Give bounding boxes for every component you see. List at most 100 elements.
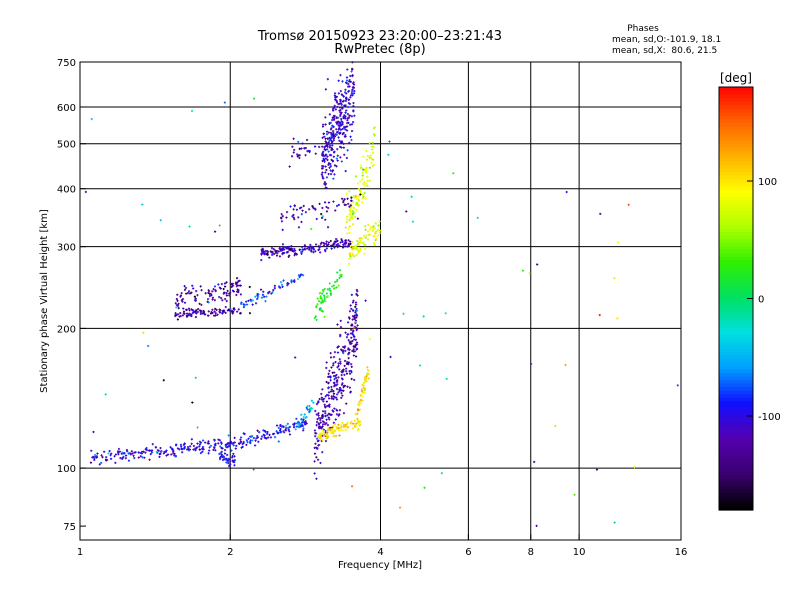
- data-point: [332, 125, 333, 128]
- data-point: [351, 70, 352, 73]
- data-point: [323, 421, 325, 424]
- data-point: [276, 254, 278, 257]
- data-point: [344, 346, 345, 349]
- data-point: [85, 190, 87, 194]
- x-tick-label: 6: [465, 547, 471, 558]
- data-point: [342, 123, 344, 126]
- data-point: [221, 453, 222, 456]
- data-point: [133, 451, 135, 454]
- data-point: [324, 116, 326, 119]
- data-point: [228, 465, 230, 468]
- data-point: [251, 439, 253, 442]
- data-point: [350, 245, 352, 248]
- data-point: [323, 135, 325, 138]
- data-point: [348, 205, 350, 208]
- data-point: [274, 287, 276, 290]
- data-point: [316, 217, 318, 221]
- data-point: [159, 447, 161, 450]
- data-point: [223, 310, 225, 313]
- data-point: [352, 82, 354, 85]
- data-point: [189, 445, 191, 448]
- colorbar-segment: [719, 323, 753, 328]
- data-point: [227, 446, 229, 449]
- data-point: [335, 396, 337, 399]
- data-point: [522, 269, 524, 272]
- data-point: [333, 139, 335, 142]
- data-point: [338, 139, 340, 142]
- data-point: [329, 403, 330, 406]
- data-point: [367, 185, 368, 188]
- data-point: [352, 330, 354, 333]
- data-point: [348, 257, 350, 260]
- data-point: [446, 377, 448, 380]
- data-point: [336, 133, 338, 137]
- data-point: [350, 342, 352, 345]
- data-point: [204, 441, 206, 444]
- data-point: [345, 111, 346, 114]
- data-point: [367, 238, 369, 241]
- data-point: [297, 278, 299, 281]
- data-point: [361, 178, 363, 181]
- data-point: [333, 242, 335, 245]
- data-point: [371, 148, 373, 151]
- data-point: [331, 158, 332, 161]
- data-point: [336, 286, 337, 289]
- data-point: [352, 333, 354, 337]
- data-point: [254, 295, 256, 298]
- colorbar-segment: [719, 196, 753, 201]
- data-point: [222, 459, 224, 462]
- data-point: [234, 436, 236, 439]
- data-point: [249, 285, 251, 289]
- data-point: [234, 441, 236, 444]
- data-point: [324, 248, 326, 252]
- data-point: [348, 102, 350, 105]
- data-point: [228, 445, 230, 448]
- data-point: [325, 165, 327, 168]
- data-point: [184, 301, 186, 304]
- data-point: [330, 138, 331, 141]
- data-point: [351, 115, 353, 118]
- data-point: [176, 313, 178, 316]
- data-point: [119, 457, 121, 460]
- data-point: [235, 293, 237, 297]
- data-point: [344, 239, 346, 242]
- colorbar-segment: [719, 153, 753, 159]
- data-point: [357, 251, 359, 254]
- data-point: [329, 146, 331, 149]
- data-point: [349, 225, 351, 228]
- data-point: [311, 245, 313, 248]
- x-tick-label: 2: [227, 547, 233, 558]
- data-point: [354, 314, 356, 317]
- data-point: [299, 248, 301, 251]
- data-point: [200, 285, 202, 288]
- colorbar-segment: [719, 143, 753, 148]
- data-point: [297, 155, 299, 158]
- data-point: [325, 440, 327, 443]
- data-point: [350, 138, 352, 142]
- data-point: [321, 451, 323, 454]
- data-point: [207, 298, 209, 301]
- data-point: [343, 146, 345, 149]
- data-point: [316, 437, 318, 440]
- data-point: [180, 443, 182, 446]
- data-point: [114, 461, 116, 464]
- data-point: [352, 299, 354, 302]
- data-point: [336, 366, 338, 369]
- data-point: [325, 88, 327, 91]
- data-point: [195, 316, 197, 319]
- data-point: [256, 297, 258, 301]
- data-point: [254, 444, 256, 447]
- data-point: [327, 288, 329, 291]
- data-point: [338, 244, 340, 247]
- colorbar-segment: [719, 439, 753, 444]
- data-point: [232, 452, 234, 455]
- data-point: [345, 239, 347, 242]
- data-point: [317, 248, 319, 252]
- data-point: [333, 118, 335, 121]
- data-point: [239, 438, 241, 441]
- x-axis-label: Frequency [MHz]: [338, 560, 422, 571]
- data-point: [332, 410, 334, 413]
- colorbar-segment: [719, 87, 753, 92]
- data-point: [364, 391, 366, 394]
- colorbar-segment: [719, 404, 753, 409]
